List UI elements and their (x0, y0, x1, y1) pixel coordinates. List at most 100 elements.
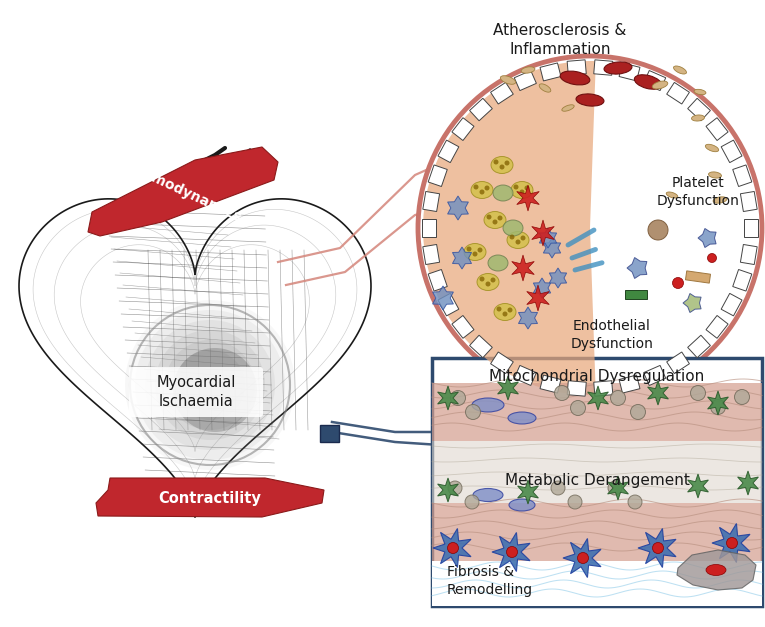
Circle shape (474, 184, 478, 189)
Ellipse shape (576, 94, 604, 106)
Circle shape (503, 312, 507, 317)
Polygon shape (543, 238, 561, 258)
Polygon shape (567, 381, 586, 396)
Polygon shape (516, 185, 539, 211)
Polygon shape (733, 165, 752, 186)
Circle shape (448, 542, 458, 554)
Text: Fibrosis &
Remodelling: Fibrosis & Remodelling (447, 566, 533, 597)
Circle shape (551, 481, 565, 495)
Text: Mitochondrial Dysregulation: Mitochondrial Dysregulation (490, 369, 705, 384)
Circle shape (727, 537, 737, 549)
Polygon shape (677, 550, 756, 590)
Circle shape (513, 184, 519, 189)
Polygon shape (470, 335, 493, 357)
Polygon shape (721, 140, 742, 162)
Text: Platelet
Dysfunction: Platelet Dysfunction (656, 176, 740, 208)
Bar (625, 290, 647, 299)
Polygon shape (741, 191, 757, 211)
Polygon shape (619, 63, 640, 81)
Circle shape (500, 164, 504, 169)
Text: Contractility: Contractility (158, 490, 262, 505)
Circle shape (486, 282, 490, 287)
Polygon shape (423, 245, 440, 265)
Polygon shape (433, 286, 454, 310)
Circle shape (497, 216, 503, 221)
Polygon shape (19, 199, 371, 517)
Circle shape (630, 404, 646, 419)
Polygon shape (594, 60, 613, 75)
Polygon shape (514, 366, 536, 386)
Circle shape (175, 350, 245, 420)
Circle shape (490, 278, 496, 283)
Polygon shape (648, 381, 669, 405)
Polygon shape (532, 220, 555, 246)
Ellipse shape (521, 67, 535, 73)
Circle shape (571, 401, 585, 416)
Ellipse shape (484, 211, 506, 228)
Ellipse shape (491, 157, 513, 174)
Circle shape (467, 246, 471, 251)
Polygon shape (688, 335, 711, 357)
Circle shape (165, 340, 255, 430)
Polygon shape (594, 381, 613, 396)
Circle shape (568, 495, 582, 509)
Polygon shape (619, 375, 640, 393)
Circle shape (493, 159, 499, 164)
Polygon shape (688, 98, 711, 121)
Polygon shape (438, 478, 458, 502)
Polygon shape (688, 474, 708, 498)
Text: Haemodynamics: Haemodynamics (122, 159, 244, 226)
Polygon shape (433, 529, 471, 567)
Ellipse shape (471, 181, 493, 199)
Bar (432, 441, 762, 503)
Ellipse shape (507, 231, 529, 248)
Circle shape (708, 253, 717, 263)
Ellipse shape (692, 115, 705, 121)
Polygon shape (712, 524, 750, 562)
Bar (320, 425, 339, 442)
Polygon shape (733, 270, 752, 291)
Circle shape (145, 320, 275, 450)
Polygon shape (698, 228, 716, 248)
Polygon shape (708, 391, 728, 415)
Text: Endothelial
Dysfunction: Endothelial Dysfunction (571, 319, 653, 350)
Polygon shape (490, 82, 513, 104)
Ellipse shape (509, 499, 535, 511)
Polygon shape (452, 118, 474, 140)
Ellipse shape (493, 185, 513, 201)
Polygon shape (470, 98, 493, 121)
Wedge shape (423, 61, 596, 395)
Circle shape (473, 251, 477, 256)
Polygon shape (422, 219, 436, 237)
Polygon shape (452, 247, 471, 269)
Polygon shape (452, 315, 474, 339)
Ellipse shape (634, 75, 662, 89)
Polygon shape (448, 196, 468, 220)
Polygon shape (88, 147, 278, 236)
Ellipse shape (494, 303, 516, 320)
Polygon shape (497, 376, 519, 400)
Polygon shape (685, 271, 711, 283)
Polygon shape (512, 255, 534, 281)
Circle shape (509, 234, 515, 240)
Polygon shape (438, 386, 458, 410)
Circle shape (628, 495, 642, 509)
Polygon shape (643, 70, 666, 90)
Polygon shape (514, 70, 536, 90)
Polygon shape (428, 165, 448, 186)
Circle shape (555, 386, 569, 401)
Ellipse shape (473, 488, 503, 502)
Polygon shape (438, 293, 459, 316)
Circle shape (711, 399, 725, 414)
Circle shape (477, 248, 483, 253)
Ellipse shape (705, 144, 718, 152)
Bar (432, 503, 762, 561)
Circle shape (493, 219, 497, 224)
Polygon shape (518, 480, 539, 504)
Circle shape (155, 330, 265, 440)
Polygon shape (741, 245, 757, 265)
Polygon shape (96, 478, 324, 517)
Text: Myocardial
Ischaemia: Myocardial Ischaemia (156, 375, 236, 409)
Polygon shape (540, 375, 561, 393)
Circle shape (520, 236, 526, 241)
